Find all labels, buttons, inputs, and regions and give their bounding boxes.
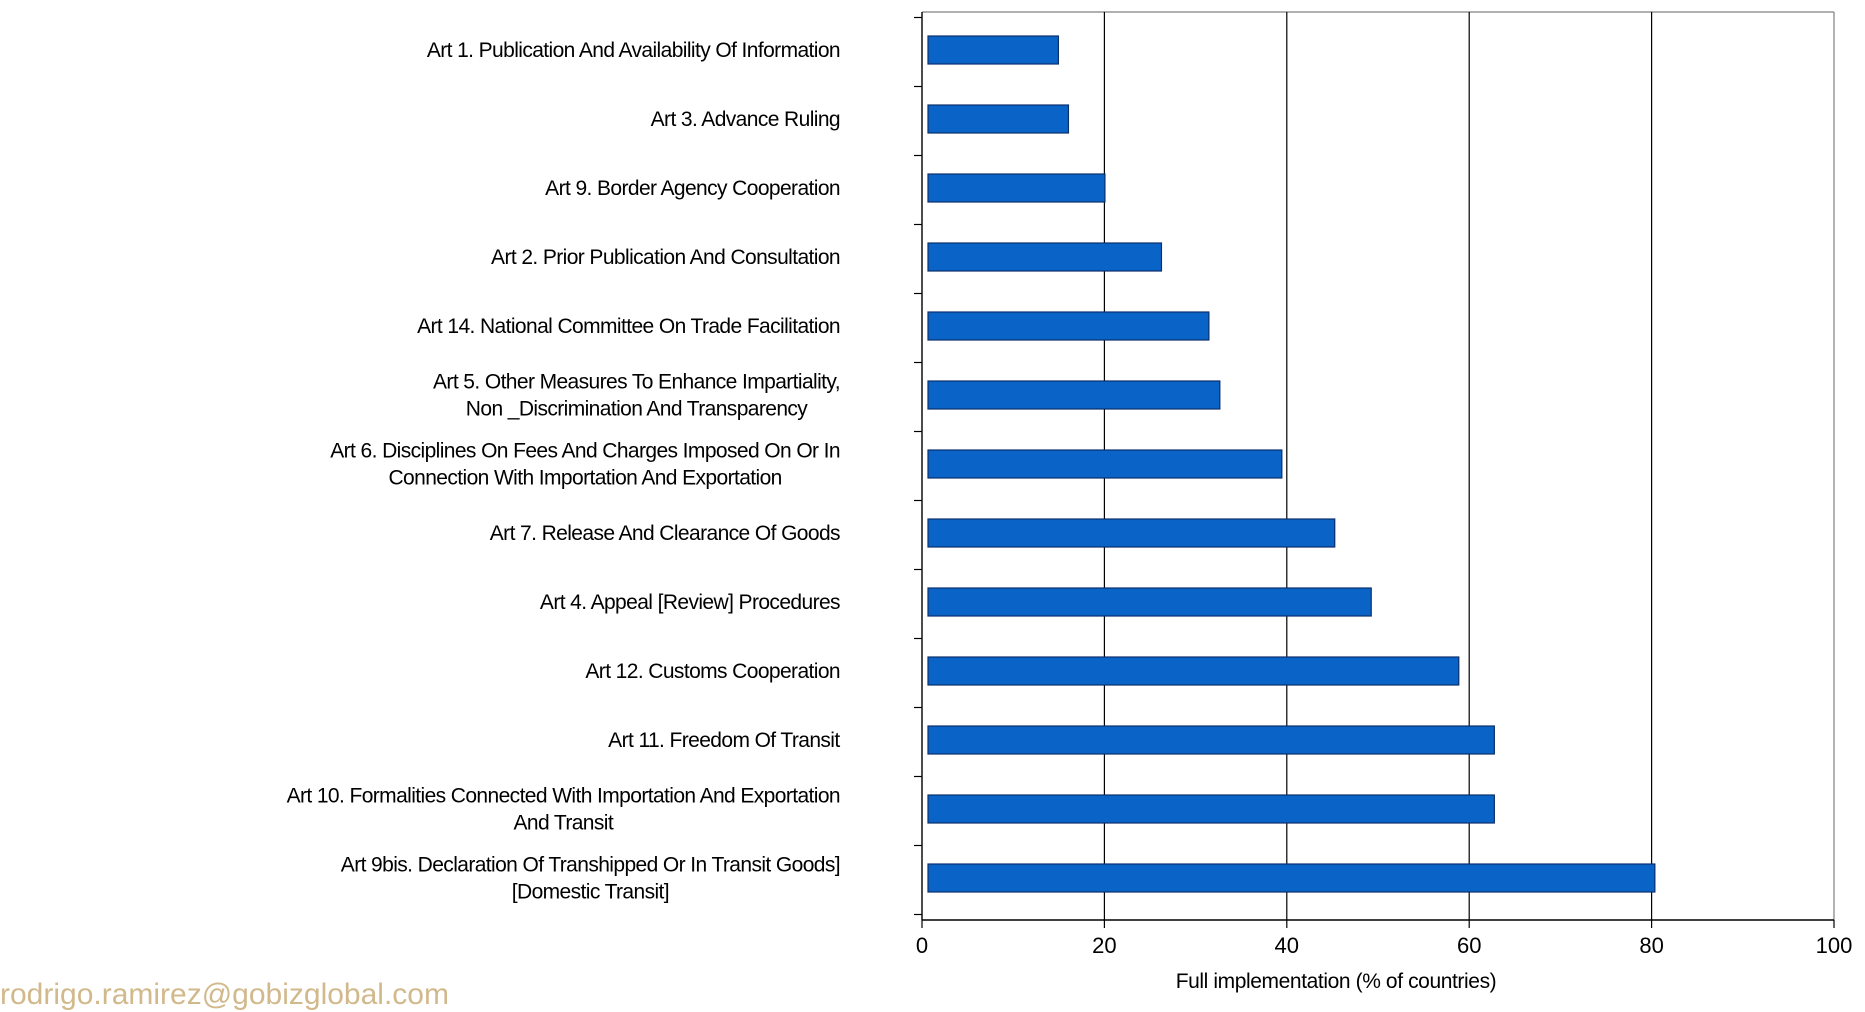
category-label: Art 4. Appeal [Review] Procedures [540,591,840,614]
x-tick-label: 40 [1275,933,1299,958]
bar [927,35,1060,65]
category-label-line: Art 11. Freedom Of Transit [608,729,840,752]
category-label-line: Connection With Importation And Exportat… [388,467,781,490]
bar [927,242,1163,272]
bars [927,35,1656,893]
x-tick-label: 80 [1639,933,1663,958]
axes [914,12,1835,928]
category-label: Art 9. Border Agency Cooperation [545,177,840,200]
x-tick-label: 0 [916,933,928,958]
category-label-line: Art 14. National Committee On Trade Faci… [417,315,840,338]
category-label-line: Art 10. Formalities Connected With Impor… [287,785,840,808]
category-label: Art 6. Disciplines On Fees And Charges I… [330,440,840,490]
category-label-line: Art 5. Other Measures To Enhance Imparti… [433,371,840,394]
bar [927,104,1070,134]
bar [927,173,1106,203]
category-label-line: Art 7. Release And Clearance Of Goods [490,522,840,545]
bar [927,725,1495,755]
category-label: Art 11. Freedom Of Transit [608,729,840,752]
category-label-line: Art 6. Disciplines On Fees And Charges I… [330,440,840,463]
category-label-line: Non _Discrimination And Transparency [466,398,809,421]
bar [927,863,1656,893]
category-label-line: Art 4. Appeal [Review] Procedures [540,591,840,614]
category-label: Art 12. Customs Cooperation [585,660,840,683]
category-label-line: Art 3. Advance Ruling [651,108,840,131]
category-label-line: Art 9bis. Declaration Of Transhipped Or … [341,854,840,877]
x-tick-label: 100 [1816,933,1853,958]
x-axis-title: Full implementation (% of countries) [1176,970,1497,993]
category-label: Art 2. Prior Publication And Consultatio… [491,246,840,269]
category-label-line: [Domestic Transit] [512,881,669,904]
category-label: Art 7. Release And Clearance Of Goods [490,522,840,545]
x-tick-label: 60 [1457,933,1481,958]
category-label-line: Art 2. Prior Publication And Consultatio… [491,246,840,269]
footer-email: rodrigo.ramirez@gobizglobal.com [0,978,449,1011]
category-label: Art 10. Formalities Connected With Impor… [287,785,840,835]
category-label: Art 3. Advance Ruling [651,108,840,131]
bar [927,380,1221,410]
category-label: Art 1. Publication And Availability Of I… [427,39,840,62]
category-label: Art 9bis. Declaration Of Transhipped Or … [341,854,840,904]
category-label-line: Art 12. Customs Cooperation [585,660,840,683]
category-label: Art 5. Other Measures To Enhance Imparti… [433,371,840,421]
bar [927,656,1460,686]
category-label-line: And Transit [513,812,613,835]
bar [927,794,1495,824]
x-tick-label: 20 [1092,933,1116,958]
x-tick-labels: 0 20 40 60 80 100 [916,933,1852,958]
category-labels: Art 1. Publication And Availability Of I… [287,39,841,904]
bar [927,311,1210,341]
bar [927,587,1372,617]
bar [927,449,1283,479]
category-label-line: Art 9. Border Agency Cooperation [545,177,840,200]
bar [927,518,1336,548]
category-label: Art 14. National Committee On Trade Faci… [417,315,840,338]
category-label-line: Art 1. Publication And Availability Of I… [427,39,840,62]
